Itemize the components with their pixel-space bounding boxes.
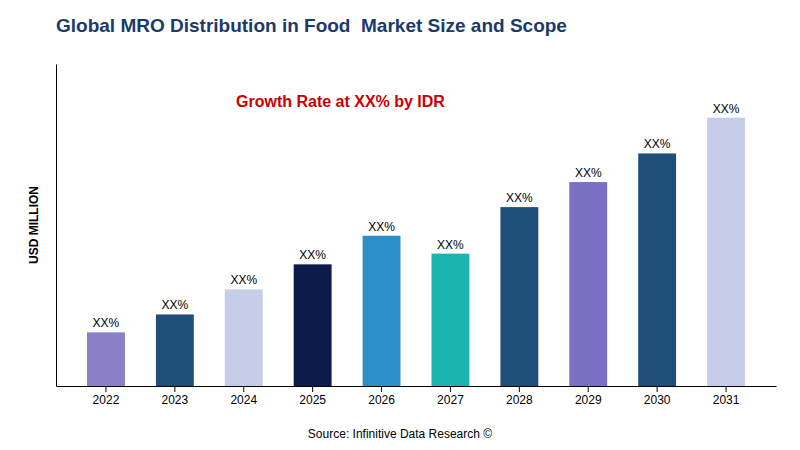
x-tick: 2025 xyxy=(299,386,326,407)
data-label: XX% xyxy=(93,316,120,330)
plot-area: 2022 2023 2024 2025 2026 2027 2028 2029 2030 2031… xyxy=(57,65,777,407)
x-tick-mark xyxy=(726,386,727,392)
x-tick-label: 2026 xyxy=(368,393,395,407)
bars xyxy=(87,118,745,386)
data-labels: XX% XX% XX% XX% XX% XX% XX% XX% XX% XX% xyxy=(93,102,740,331)
x-tick-label: 2030 xyxy=(644,393,671,407)
x-tick-label: 2024 xyxy=(230,393,257,407)
x-tick: 2028 xyxy=(506,386,533,407)
bar xyxy=(432,254,470,386)
data-label: XX% xyxy=(299,248,326,262)
bar xyxy=(156,314,194,386)
x-tick: 2029 xyxy=(575,386,602,407)
data-label: XX% xyxy=(437,238,464,252)
x-tick-mark xyxy=(519,386,520,392)
x-tick: 2022 xyxy=(93,386,120,407)
x-tick-mark xyxy=(588,386,589,392)
x-tick: 2031 xyxy=(713,386,740,407)
data-label: XX% xyxy=(713,102,740,116)
chart-svg: 2022 2023 2024 2025 2026 2027 2028 2029 2030 2031… xyxy=(0,0,800,450)
source: Source: Infinitive Data Research © xyxy=(308,427,492,441)
x-tick-label: 2022 xyxy=(93,393,120,407)
x-tick-label: 2028 xyxy=(506,393,533,407)
annotation: Growth Rate at XX% by IDR xyxy=(236,93,445,110)
x-tick-mark xyxy=(243,386,244,392)
data-label: XX% xyxy=(644,137,671,151)
y-axis xyxy=(56,65,57,387)
bar xyxy=(638,153,676,386)
x-tick-mark xyxy=(657,386,658,392)
x-tick: 2024 xyxy=(230,386,257,407)
data-label: XX% xyxy=(230,273,257,287)
x-tick: 2026 xyxy=(368,386,395,407)
bar xyxy=(294,264,332,386)
bar xyxy=(569,182,607,386)
x-tick: 2023 xyxy=(162,386,189,407)
x-tick-label: 2027 xyxy=(437,393,464,407)
bar xyxy=(87,332,125,386)
x-tick-mark xyxy=(105,386,106,392)
x-tick-mark xyxy=(450,386,451,392)
chart-container: 2022 2023 2024 2025 2026 2027 2028 2029 2030 2031… xyxy=(0,0,800,450)
x-tick-label: 2029 xyxy=(575,393,602,407)
bar xyxy=(500,207,538,386)
x-tick-label: 2025 xyxy=(299,393,326,407)
x-tick-mark xyxy=(312,386,313,392)
title: Global MRO Distribution in Food Market S… xyxy=(56,15,567,36)
x-tick: 2030 xyxy=(644,386,671,407)
y-axis-line xyxy=(56,65,57,387)
data-label: XX% xyxy=(162,298,189,312)
bar xyxy=(707,118,745,386)
y-axis-title: USD MILLION xyxy=(27,186,41,264)
x-tick: 2027 xyxy=(437,386,464,407)
x-axis-line xyxy=(57,386,777,387)
x-tick-mark xyxy=(381,386,382,392)
bar xyxy=(363,236,401,386)
x-axis: 2022 2023 2024 2025 2026 2027 2028 2029 2030 2031 xyxy=(57,386,777,407)
data-label: XX% xyxy=(368,220,395,234)
bar xyxy=(225,289,263,386)
data-label: XX% xyxy=(506,191,533,205)
x-tick-label: 2031 xyxy=(713,393,740,407)
x-tick-mark xyxy=(174,386,175,392)
data-label: XX% xyxy=(575,166,602,180)
x-tick-label: 2023 xyxy=(162,393,189,407)
